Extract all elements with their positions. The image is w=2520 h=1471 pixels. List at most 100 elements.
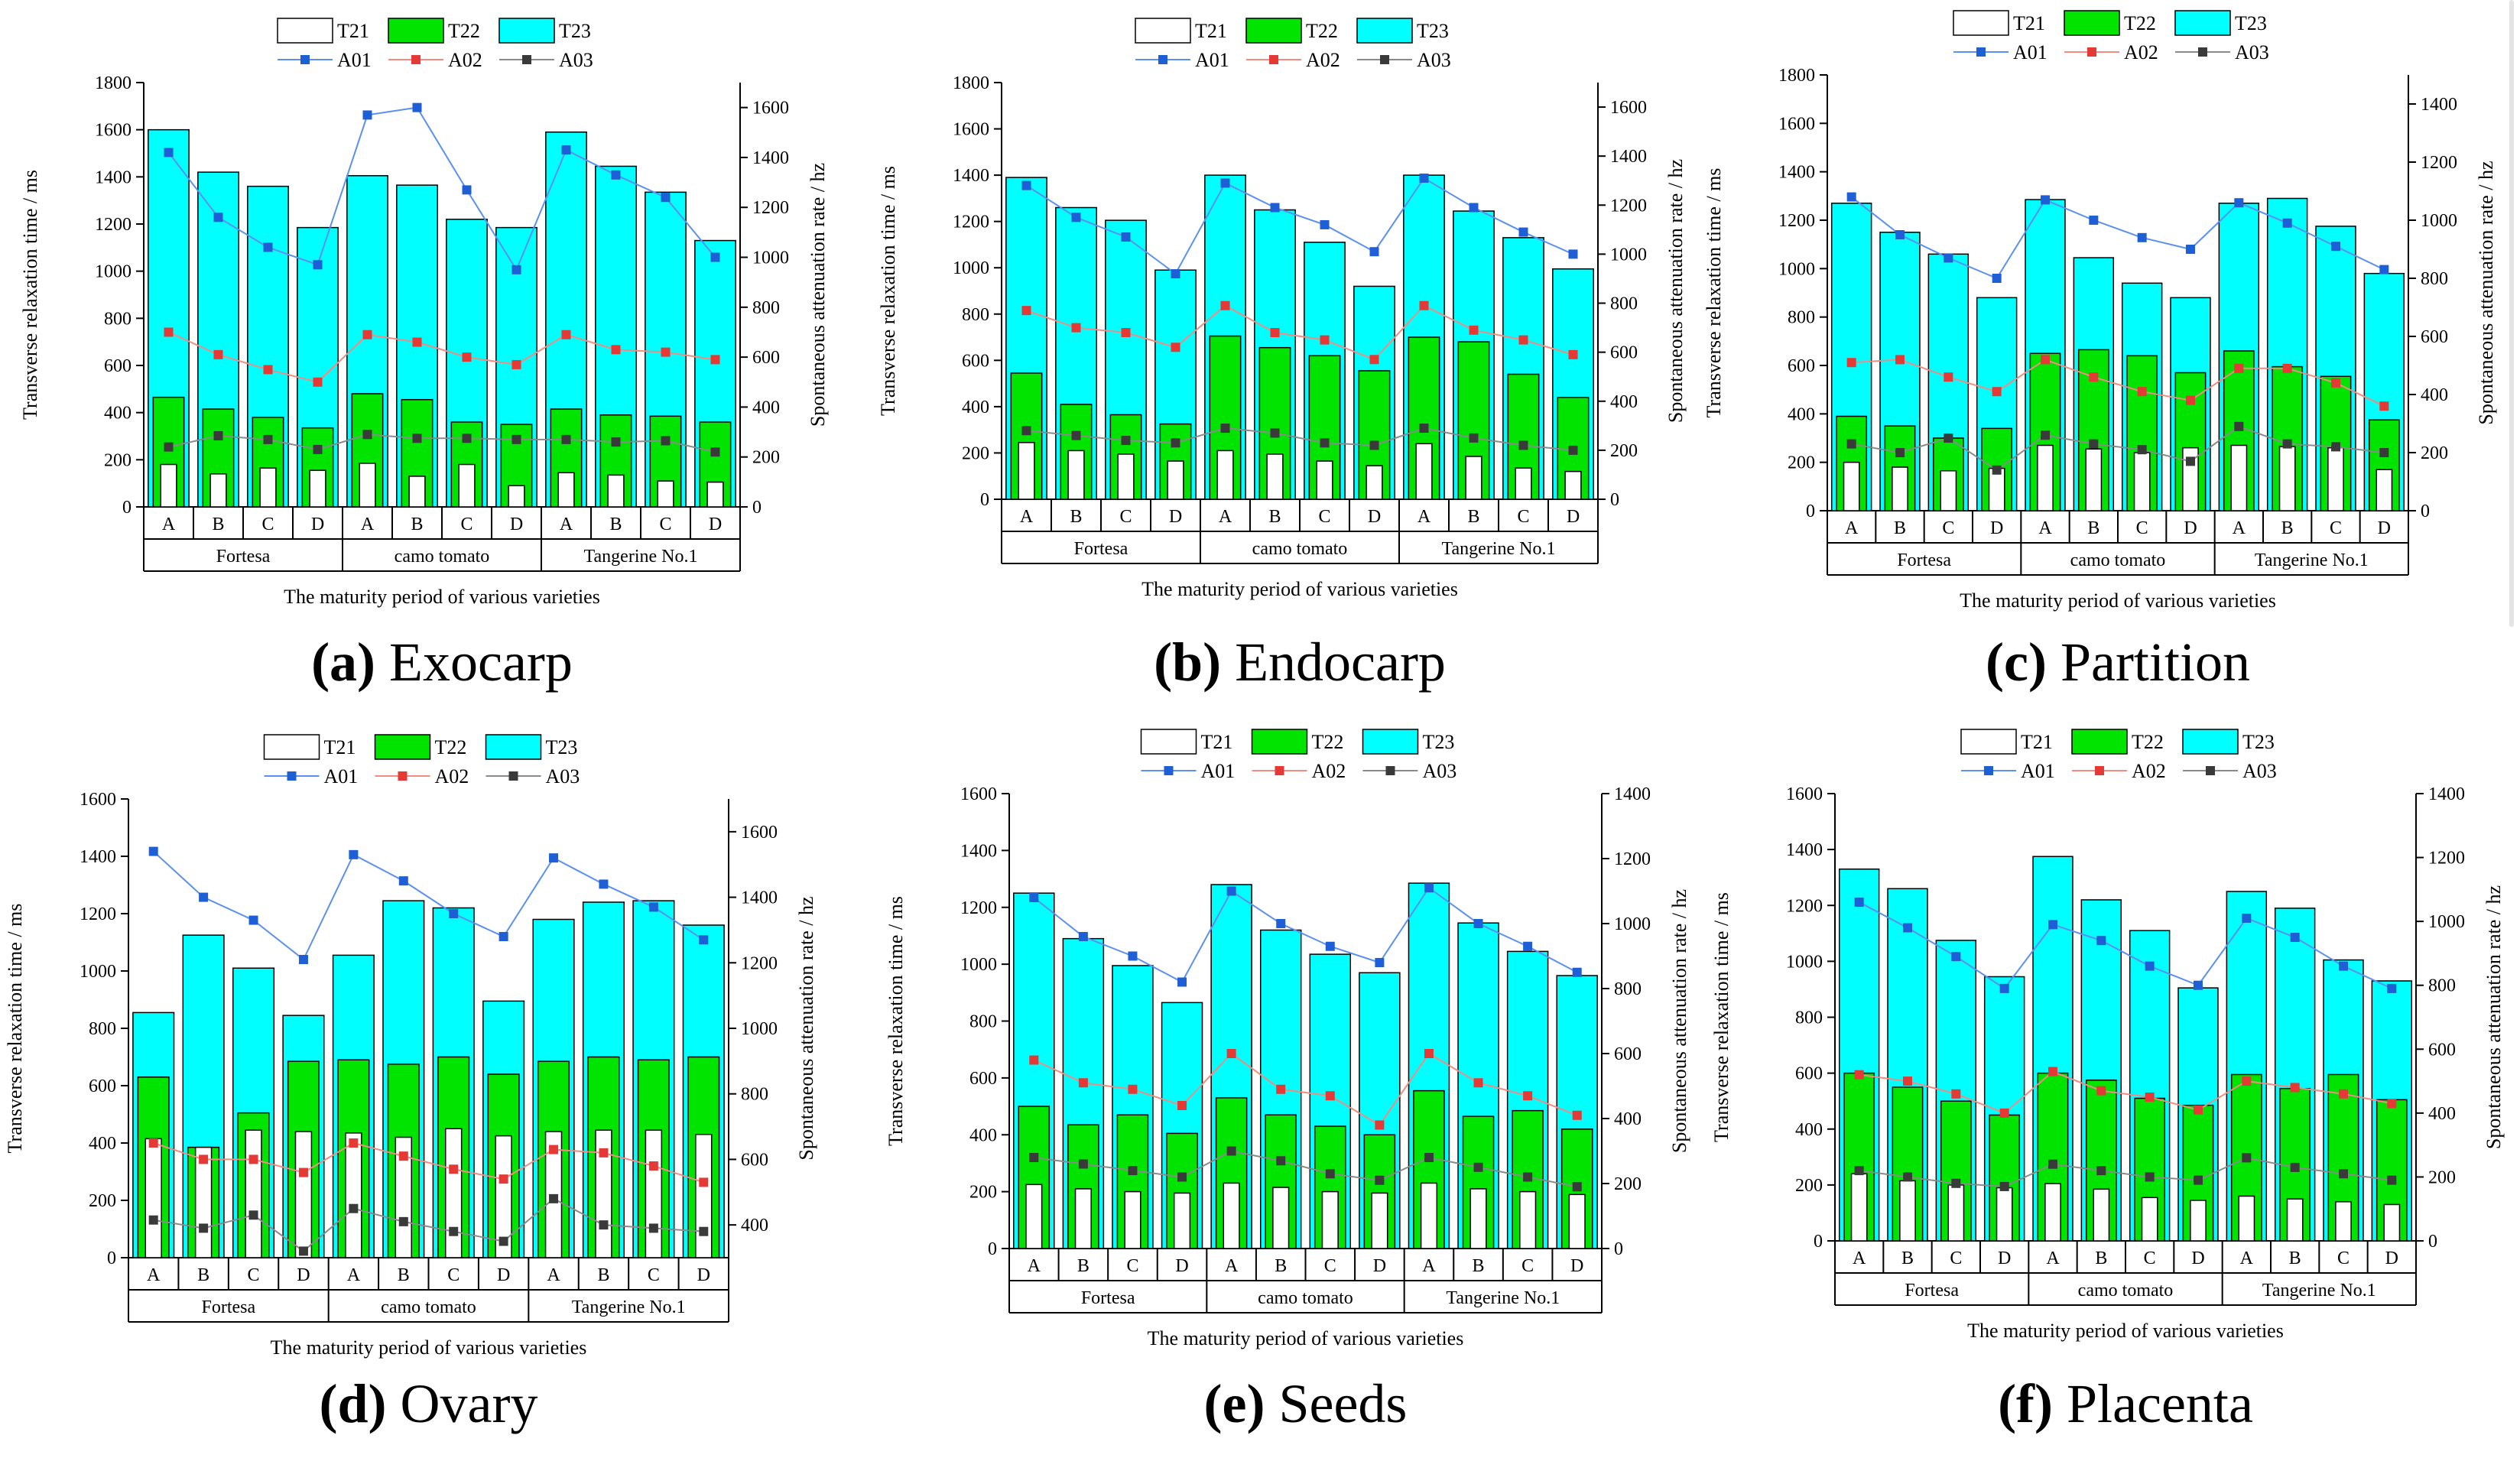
stage-label: C: [659, 515, 671, 534]
stage-label: B: [2087, 518, 2099, 538]
y-tick-label: 1600: [95, 121, 132, 141]
y-tick-label: 200: [962, 443, 989, 463]
marker-A02: [2331, 378, 2340, 388]
legend-marker-A03: [2198, 47, 2207, 57]
stage-label: B: [1894, 518, 1906, 538]
marker-A02: [1270, 328, 1280, 337]
y2-axis-title: Spontaneous attenuation rate / hz: [807, 163, 829, 427]
marker-A02: [199, 1154, 209, 1164]
legend: T21 T22 T23 A01 A02 A03: [263, 734, 580, 787]
y2-tick-label: 1000: [741, 1019, 778, 1039]
marker-A02: [1854, 1070, 1864, 1080]
bar-T21: [2093, 1188, 2110, 1242]
marker-A02: [213, 349, 223, 359]
bar-T21: [2375, 469, 2393, 511]
marker-A01: [1951, 952, 1961, 962]
line-A03: [1026, 427, 1573, 451]
marker-A01: [1895, 230, 1905, 239]
marker-A02: [1572, 1110, 1582, 1120]
stage-label: B: [1077, 1256, 1090, 1276]
bar-T21: [1173, 1192, 1191, 1249]
y-tick-label: 600: [1795, 1064, 1823, 1084]
marker-A03: [2339, 1169, 2348, 1179]
marker-A03: [2041, 430, 2050, 440]
marker-A03: [1078, 1159, 1088, 1169]
stage-label: A: [1225, 1256, 1239, 1276]
bar-T21: [1515, 467, 1532, 500]
y2-tick-label: 1600: [752, 99, 789, 119]
y2-tick-label: 400: [1614, 1109, 1642, 1129]
variety-label: Tangerine No.1: [2262, 1281, 2376, 1301]
y-tick-label: 1600: [960, 784, 997, 804]
bar-T21: [695, 1134, 713, 1258]
y-tick-label: 200: [1788, 453, 1815, 473]
y-tick-label: 400: [1788, 404, 1815, 424]
marker-A03: [1369, 440, 1379, 450]
marker-A02: [2041, 355, 2050, 365]
caption-text: Exocarp: [375, 632, 573, 693]
stage-label: B: [597, 1265, 609, 1285]
bar-T21: [1465, 456, 1482, 500]
y-tick-label: 600: [104, 356, 132, 376]
stage-label: C: [447, 1265, 460, 1285]
legend-swatch-T22: [2071, 729, 2128, 755]
bar-T21: [1316, 460, 1333, 500]
y-tick-label: 1200: [80, 904, 116, 924]
stage-label: A: [1853, 1249, 1866, 1268]
stage-label: A: [1845, 518, 1859, 538]
y-tick-label: 1200: [1778, 211, 1815, 231]
marker-A03: [1944, 434, 1953, 443]
marker-A01: [2089, 216, 2099, 225]
legend-swatch-T21: [1140, 729, 1197, 755]
variety-label: Tangerine No.1: [584, 547, 698, 567]
marker-A02: [648, 1161, 658, 1171]
bar-T21: [458, 463, 476, 508]
bar-T22: [1010, 372, 1043, 500]
marker-A02: [349, 1138, 359, 1148]
marker-A02: [164, 327, 174, 337]
bar-T21: [2141, 1197, 2158, 1242]
y-tick-label: 800: [962, 305, 989, 325]
marker-A01: [1276, 919, 1286, 928]
legend-label-T23: T23: [1423, 731, 1455, 753]
marker-A02: [362, 330, 372, 339]
line-A01: [1033, 886, 1578, 983]
legend-swatch-T21: [277, 18, 333, 44]
marker-A03: [1895, 448, 1905, 457]
marker-A03: [1846, 439, 1856, 449]
marker-A01: [699, 935, 709, 945]
y-tick-label: 600: [962, 351, 989, 371]
chart-panel: 0 200 400 600 800 1000 1200 1400 1600 1800 0 200 400…: [877, 18, 1687, 693]
stage-label: B: [1070, 507, 1082, 527]
stage-label: D: [1990, 518, 2003, 538]
scrollbar[interactable]: [2509, 0, 2514, 627]
bar-T21: [1018, 442, 1035, 500]
marker-A03: [1424, 1153, 1434, 1162]
legend-label-T22: T22: [1312, 731, 1344, 753]
y-tick-label: 600: [969, 1069, 997, 1089]
y2-tick-label: 400: [752, 398, 780, 417]
bar-T21: [1843, 461, 1860, 511]
legend-label-T22: T22: [2124, 12, 2156, 34]
bar-T21: [245, 1129, 262, 1258]
stage-label: B: [2289, 1249, 2301, 1268]
marker-A02: [1071, 323, 1081, 333]
line-A01: [1859, 901, 2392, 990]
caption-text: Ovary: [387, 1373, 538, 1434]
stage-label: C: [1942, 518, 1954, 538]
stage-label: A: [347, 1265, 361, 1285]
y2-tick-label: 600: [1610, 343, 1638, 363]
marker-A03: [1469, 433, 1479, 443]
bar-T21: [1025, 1184, 1043, 1249]
marker-A03: [498, 1236, 508, 1246]
legend-label-T22: T22: [435, 736, 467, 758]
marker-A01: [661, 193, 671, 203]
marker-A01: [362, 110, 372, 120]
marker-A01: [611, 170, 621, 180]
legend-marker-A02: [411, 55, 421, 64]
marker-A02: [398, 1151, 408, 1161]
marker-A02: [449, 1164, 459, 1174]
marker-A02: [2282, 363, 2292, 373]
y2-tick-label: 400: [1610, 392, 1638, 412]
marker-A03: [1021, 426, 1031, 436]
